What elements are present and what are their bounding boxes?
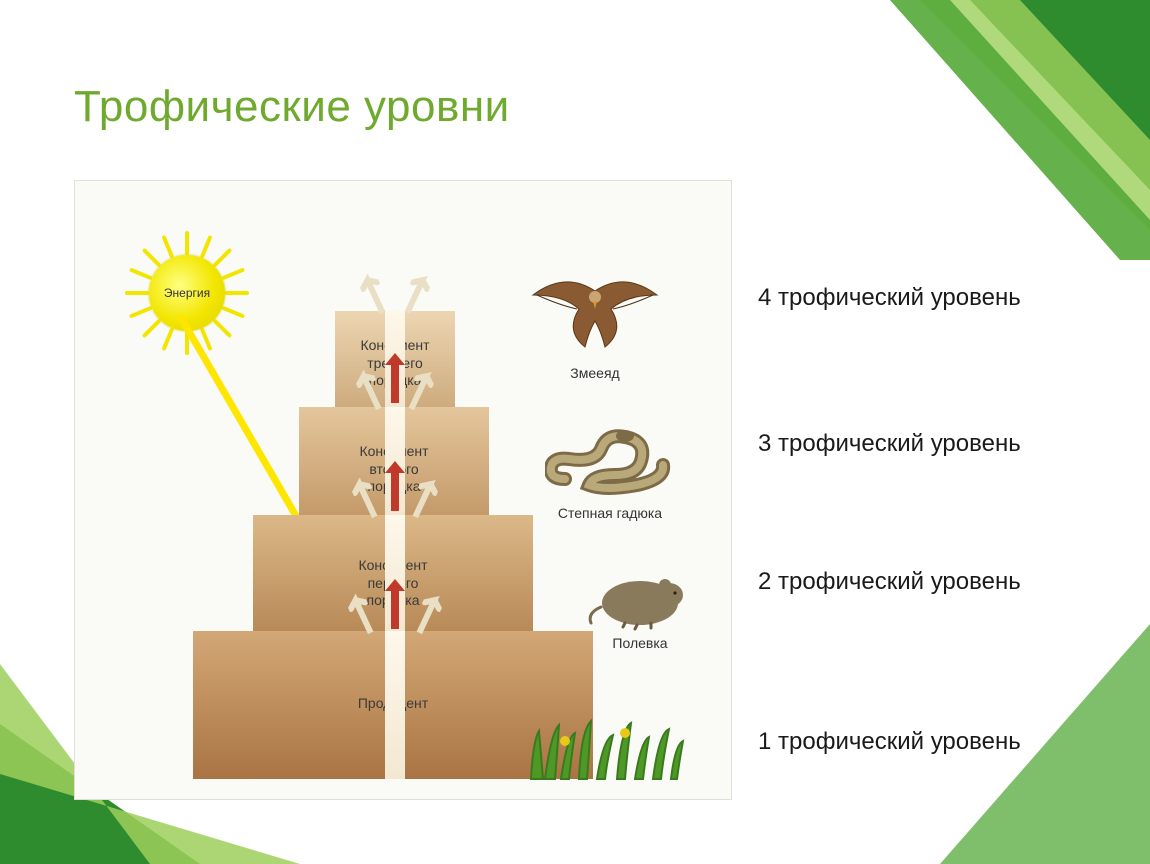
- trophic-diagram: Энергия Продуцент Консумент первого поря…: [74, 180, 732, 800]
- slide-title: Трофические уровни: [74, 82, 510, 132]
- grass-icon: [521, 711, 691, 781]
- organism-snake-label: Степная гадюка: [525, 505, 695, 521]
- trophic-level-2-label: 2 трофический уровень: [758, 568, 1021, 596]
- organism-bird: Змееяд: [505, 261, 685, 381]
- organism-snake: Степная гадюка: [525, 421, 695, 521]
- flow-gap: [385, 631, 405, 779]
- bird-icon: [525, 261, 665, 361]
- trophic-level-4-label: 4 трофический уровень: [758, 284, 1021, 312]
- energy-transfer-arrow: [391, 471, 399, 511]
- organism-bird-label: Змееяд: [505, 365, 685, 381]
- energy-loss-arrow: [398, 267, 436, 317]
- snake-icon: [545, 421, 675, 501]
- energy-loss-arrow: [354, 267, 392, 317]
- organism-vole-label: Полевка: [565, 635, 715, 651]
- trophic-level-3-label: 3 трофический уровень: [758, 430, 1021, 458]
- trophic-level-1-label: 1 трофический уровень: [758, 728, 1021, 756]
- content-area: Энергия Продуцент Консумент первого поря…: [74, 180, 1076, 800]
- energy-transfer-arrow: [391, 589, 399, 629]
- organism-vole: Полевка: [565, 561, 715, 651]
- energy-transfer-arrow: [391, 363, 399, 403]
- vole-icon: [585, 561, 695, 631]
